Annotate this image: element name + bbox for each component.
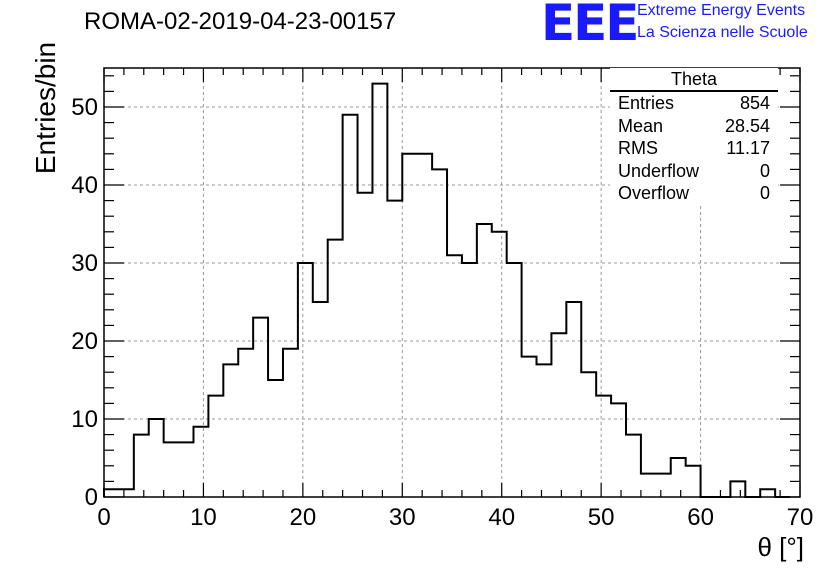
x-tick-label: 50: [588, 504, 615, 531]
histogram-bin: [641, 474, 656, 497]
histogram-bin: [417, 154, 432, 497]
histogram-bin: [507, 263, 522, 497]
histogram-bin: [134, 435, 149, 497]
x-tick-label: 40: [488, 504, 515, 531]
histogram-bin: [298, 263, 313, 497]
histogram-bin: [283, 349, 298, 497]
stats-row-underflow: Underflow 0: [610, 160, 778, 183]
histogram-bin: [372, 84, 387, 497]
histogram-bin: [119, 489, 134, 497]
histogram-bin: [492, 232, 507, 497]
y-axis-label: Entries/bin: [30, 41, 61, 175]
grid-lines: [104, 68, 800, 497]
histogram-bin: [402, 154, 417, 497]
y-tick-label: 20: [71, 328, 98, 355]
stats-row-mean: Mean 28.54: [610, 115, 778, 138]
stats-label: RMS: [618, 138, 658, 158]
histogram-bin: [522, 357, 537, 497]
y-tick-label: 10: [71, 406, 98, 433]
x-tick-label: 10: [190, 504, 217, 531]
stats-value: 0: [759, 160, 770, 181]
chart-title: ROMA-02-2019-04-23-00157: [84, 8, 397, 35]
x-axis-label: θ [°]: [757, 532, 804, 562]
stats-box: Theta Entries 854 Mean 28.54 RMS 11.17 U…: [610, 68, 778, 205]
histogram-bin: [596, 396, 611, 497]
histogram-bin: [238, 349, 253, 497]
histogram-bin: [686, 466, 701, 497]
stats-value: 0: [759, 183, 770, 203]
histogram-bin: [358, 193, 373, 497]
histogram-bin: [149, 419, 164, 497]
histogram-bin: [343, 115, 358, 497]
histogram-bin: [477, 224, 492, 497]
histogram-series: [103, 82, 791, 498]
stats-row-rms: RMS 11.17: [610, 137, 778, 160]
plot-frame: [103, 67, 801, 498]
histogram-bin: [671, 458, 686, 497]
histogram-bin: [208, 396, 223, 497]
stats-box-rule: [610, 90, 778, 92]
stats-value: 28.54: [724, 115, 770, 136]
stats-box-title: Theta: [670, 69, 718, 89]
histogram-bin: [626, 435, 641, 497]
tick-labels: 0 10 20 30 40 50 60 70 0 10 20 30 40 50: [71, 94, 813, 531]
stats-value: 11.17: [726, 138, 770, 158]
histogram-bin: [328, 240, 343, 497]
histogram-bin: [566, 302, 581, 497]
histogram-outline: [103, 82, 791, 498]
x-tick-label: 70: [787, 504, 814, 531]
stats-value: 854: [739, 93, 770, 113]
axes: [103, 67, 801, 498]
histogram-bin: [268, 380, 283, 497]
histogram-bin: [164, 442, 179, 497]
stats-label: Overflow: [618, 183, 690, 203]
y-tick-label: 50: [71, 94, 98, 121]
logo-line-1: Extreme Energy Events: [637, 2, 806, 19]
histogram-bin: [551, 333, 566, 497]
histogram-bin: [179, 442, 194, 497]
histogram-bin: [253, 318, 268, 497]
histogram-bin: [537, 364, 552, 497]
ticks: [103, 68, 801, 498]
x-tick-label: 20: [290, 504, 317, 531]
histogram-bin: [223, 364, 238, 497]
histogram-bin: [313, 302, 328, 497]
stats-row-entries: Entries 854: [610, 92, 778, 115]
stats-label: Entries: [618, 93, 675, 113]
stats-row-overflow: Overflow 0: [610, 182, 778, 205]
stats-label: Underflow: [618, 160, 700, 181]
x-tick-label: 0: [97, 504, 110, 531]
y-tick-label: 0: [85, 484, 98, 511]
histogram-bin: [462, 263, 477, 497]
histogram-bin: [581, 372, 596, 497]
eee-logo-mark: EEE: [541, 0, 639, 52]
histogram-bin: [760, 489, 775, 497]
y-tick-label: 30: [71, 250, 98, 277]
histogram-bin: [104, 489, 119, 497]
histogram-bin: [432, 169, 447, 497]
histogram-bin: [656, 474, 671, 497]
x-tick-label: 60: [687, 504, 714, 531]
logo-line-2: La Scienza nelle Scuole: [637, 24, 808, 41]
histogram-bin: [611, 403, 626, 497]
x-tick-label: 30: [389, 504, 416, 531]
histogram-bin: [193, 427, 208, 497]
histogram-bin: [387, 201, 402, 497]
stats-label: Mean: [618, 115, 664, 136]
histogram-bin: [730, 481, 745, 497]
histogram-bin: [447, 255, 462, 497]
y-tick-label: 40: [71, 172, 98, 199]
